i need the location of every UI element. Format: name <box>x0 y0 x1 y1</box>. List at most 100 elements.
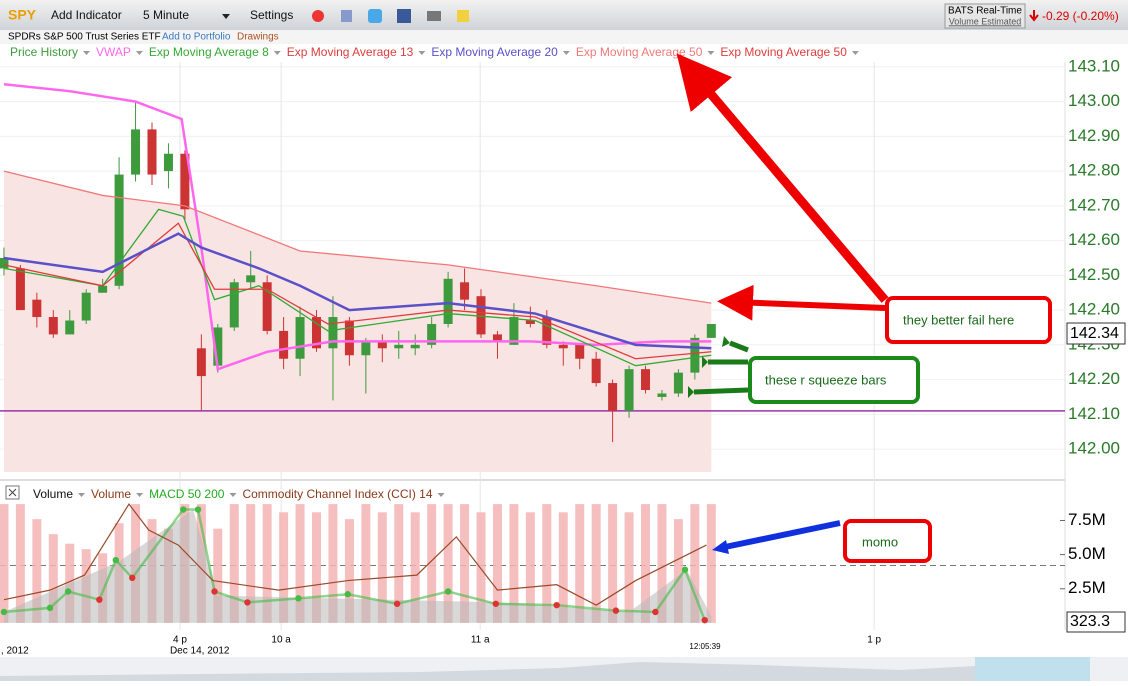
legend-dropdown <box>707 51 715 55</box>
legend-entry[interactable]: Exp Moving Average 50 <box>576 45 703 59</box>
dropdown-icon[interactable] <box>222 14 230 19</box>
legend-dropdown <box>851 51 859 55</box>
candle-body <box>0 257 9 269</box>
legend-dropdown <box>229 493 237 497</box>
volume-bar <box>492 504 502 623</box>
candle-body <box>525 320 535 324</box>
add-portfolio[interactable]: Add to Portfolio <box>162 32 231 43</box>
note-icon[interactable] <box>457 10 469 22</box>
legend-entry[interactable]: Volume <box>33 487 73 501</box>
arrow <box>693 340 749 395</box>
legend-dropdown <box>418 51 426 55</box>
navigator-area <box>0 662 975 681</box>
symbol[interactable]: SPY <box>8 7 37 23</box>
volume-bar <box>394 504 404 623</box>
volume-bar <box>706 504 716 623</box>
date-label: Dec 14, 2012 <box>170 646 230 657</box>
ma-line <box>3 222 712 360</box>
macd-line <box>3 508 706 621</box>
callout-text: they better fail here <box>903 312 1014 327</box>
candle-body <box>443 278 453 324</box>
macd-dot <box>244 599 251 606</box>
macd-dot <box>180 506 187 513</box>
twitter-icon[interactable] <box>368 9 382 23</box>
candle-body <box>279 330 289 359</box>
candle-body <box>509 317 519 345</box>
close-icon[interactable] <box>8 488 17 497</box>
candle-body <box>608 383 618 411</box>
macd-dot <box>129 574 136 582</box>
volume-bar <box>427 504 437 623</box>
legend-entry[interactable]: Exp Moving Average 50 <box>720 45 847 59</box>
legend-entry[interactable]: Exp Moving Average 13 <box>287 45 414 59</box>
interval[interactable]: 5 Minute <box>143 8 189 22</box>
candle-body <box>591 358 601 384</box>
change: -0.29 (-0.20%) <box>1042 9 1119 23</box>
y-tick-label: 142.10 <box>1068 404 1120 423</box>
volume-bar <box>460 504 470 623</box>
candle-body <box>641 369 651 390</box>
macd-dot <box>652 608 659 616</box>
ma-line <box>3 208 712 367</box>
drawings[interactable]: Drawings <box>237 32 279 43</box>
arrowhead <box>712 540 729 554</box>
date-label: , 2012 <box>1 646 29 657</box>
volume-bar <box>48 534 58 623</box>
candle-body <box>48 317 58 335</box>
camera-icon[interactable] <box>427 11 441 21</box>
add-indicator[interactable]: Add Indicator <box>51 8 122 22</box>
last-price-box <box>1066 322 1126 345</box>
icon[interactable] <box>341 10 352 22</box>
macd-dot <box>612 607 620 614</box>
y-tick-label: 142.60 <box>1068 230 1120 249</box>
candle-body <box>624 369 634 411</box>
volume-bar <box>509 504 519 623</box>
navigator-window[interactable] <box>975 657 1090 681</box>
volume-bar <box>262 504 272 623</box>
facebook-icon[interactable] <box>397 9 411 23</box>
legend-entry[interactable]: VWAP <box>96 45 131 59</box>
candle-body <box>410 344 420 349</box>
candle-body <box>196 348 206 377</box>
legend-dropdown <box>273 51 281 55</box>
candle-body <box>98 285 108 293</box>
ma-line <box>3 232 712 350</box>
candle-body <box>229 282 239 328</box>
legend-entry[interactable]: Exp Moving Average 8 <box>149 45 269 59</box>
candle-body <box>81 292 91 321</box>
x-tick-label: 10 a <box>271 635 291 646</box>
volume-bar <box>15 504 25 623</box>
macd-dot <box>194 506 202 513</box>
legend-entry[interactable]: Exp Moving Average 20 <box>431 45 558 59</box>
candle-body <box>706 323 716 338</box>
x-tick-label: 1 p <box>867 635 881 646</box>
y-tick-label: 2.5M <box>1068 578 1106 597</box>
security-name: SPDRs S&P 500 Trust Series ETF <box>8 32 161 43</box>
macd-dot <box>211 588 218 595</box>
legend-entry[interactable]: Price History <box>10 45 78 59</box>
candle-body <box>673 372 683 394</box>
y-tick-label: 5.0M <box>1068 544 1106 563</box>
candle-body <box>163 153 173 172</box>
feed-box <box>944 3 1026 29</box>
settings[interactable]: Settings <box>250 8 293 22</box>
volume-bar <box>690 504 700 623</box>
macd-dot <box>681 566 689 573</box>
volume-area <box>3 509 712 623</box>
y-tick-label: 7.5M <box>1068 510 1106 529</box>
volume-bar <box>295 504 305 623</box>
legend-entry[interactable]: Volume <box>91 487 131 501</box>
y-tick-label: 142.00 <box>1068 439 1120 458</box>
alarm-icon[interactable] <box>312 10 324 22</box>
candle-body <box>180 153 190 210</box>
candle-body <box>377 341 387 349</box>
legend-entry[interactable]: MACD 50 200 <box>149 487 225 501</box>
legend-entry[interactable]: Commodity Channel Index (CCI) 14 <box>242 487 432 501</box>
candle-body <box>575 344 585 359</box>
candle-body <box>394 344 404 349</box>
last-volume-box <box>1066 611 1126 633</box>
feed: BATS Real-Time <box>948 6 1022 17</box>
x-tick-label: 4 p <box>173 635 187 646</box>
candle-body <box>65 320 75 335</box>
